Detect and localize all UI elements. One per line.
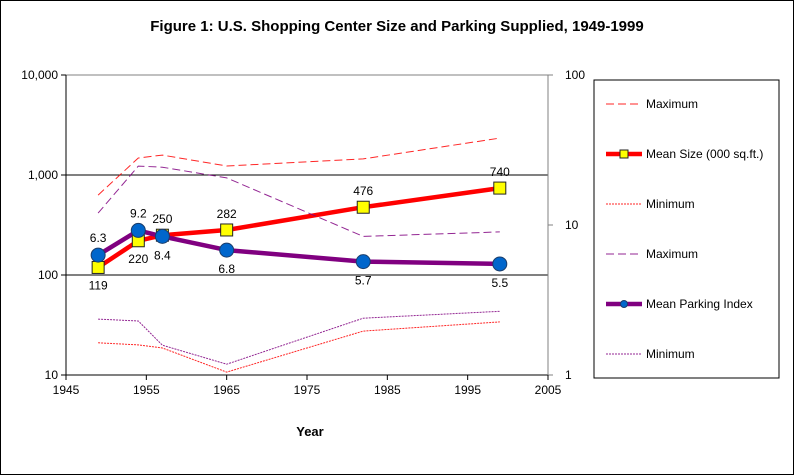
series-layer bbox=[90, 137, 508, 373]
legend-label: Mean Size (000 sq.ft.) bbox=[646, 147, 763, 161]
series-line-3 bbox=[97, 165, 500, 237]
legend-box bbox=[593, 79, 780, 379]
legend: Maximum Mean Size (000 sq.ft.) Minimum Maxi… bbox=[593, 79, 780, 379]
parking-data-label: 5.7 bbox=[355, 274, 372, 288]
y-left-tick-label: 1,000 bbox=[28, 168, 58, 182]
y-left-tick-label: 100 bbox=[38, 268, 58, 282]
x-axis-title: Year bbox=[296, 424, 323, 439]
legend-label: Maximum bbox=[646, 247, 698, 261]
legend-label: Minimum bbox=[646, 197, 695, 211]
x-tick-label: 1945 bbox=[53, 383, 80, 397]
x-tick-label: 1975 bbox=[294, 383, 321, 397]
size-marker bbox=[220, 223, 234, 237]
parking-marker bbox=[130, 222, 146, 238]
y-left-tick-label: 10 bbox=[45, 368, 59, 382]
legend-circle-marker bbox=[620, 300, 628, 308]
size-data-label: 250 bbox=[152, 212, 172, 226]
series-line-1 bbox=[96, 185, 501, 270]
size-data-label: 740 bbox=[490, 165, 510, 179]
series-line-0 bbox=[97, 137, 500, 196]
parking-marker bbox=[90, 247, 106, 263]
x-tick-label: 2005 bbox=[535, 383, 562, 397]
data-labels: 119 220 250 282 476 740 6.3 9.2 8.4 6.8 5.7 5.5 bbox=[89, 165, 511, 292]
size-marker bbox=[91, 260, 105, 274]
size-marker bbox=[356, 200, 370, 214]
parking-data-label: 9.2 bbox=[130, 206, 147, 220]
y-right-tick-label: 1 bbox=[565, 368, 572, 382]
x-tick-label: 1985 bbox=[374, 383, 401, 397]
parking-data-label: 8.4 bbox=[154, 248, 171, 262]
chart-title: Figure 1: U.S. Shopping Center Size and … bbox=[150, 18, 644, 35]
legend-label: Mean Parking Index bbox=[646, 297, 753, 311]
legend-square-marker bbox=[619, 149, 629, 159]
series-line-2 bbox=[98, 321, 500, 373]
size-data-label: 282 bbox=[217, 207, 237, 221]
y-right-tick-label: 100 bbox=[565, 68, 585, 82]
parking-data-label: 6.8 bbox=[218, 262, 235, 276]
gridlines bbox=[66, 74, 548, 276]
size-data-label: 220 bbox=[128, 252, 148, 266]
x-tick-label: 1955 bbox=[133, 383, 160, 397]
parking-marker bbox=[355, 254, 371, 270]
series-line-4 bbox=[96, 228, 500, 267]
y-left-tick-label: 10,000 bbox=[21, 68, 58, 82]
legend-label: Minimum bbox=[646, 347, 695, 361]
axes: 10 100 1,000 10,000 1 10 100 1945 1955 1965 1975 19… bbox=[21, 68, 585, 397]
size-marker bbox=[493, 181, 507, 195]
legend-label: Maximum bbox=[646, 97, 698, 111]
series-line-5 bbox=[98, 310, 500, 365]
size-data-label: 119 bbox=[89, 278, 108, 292]
y-right-tick-label: 10 bbox=[565, 218, 579, 232]
parking-data-label: 5.5 bbox=[491, 276, 508, 290]
parking-marker bbox=[219, 242, 235, 258]
size-data-label: 476 bbox=[353, 184, 373, 198]
parking-marker bbox=[154, 228, 170, 244]
parking-marker bbox=[492, 256, 508, 272]
x-tick-label: 1965 bbox=[213, 383, 240, 397]
parking-data-label: 6.3 bbox=[90, 231, 107, 245]
x-tick-label: 1995 bbox=[454, 383, 481, 397]
